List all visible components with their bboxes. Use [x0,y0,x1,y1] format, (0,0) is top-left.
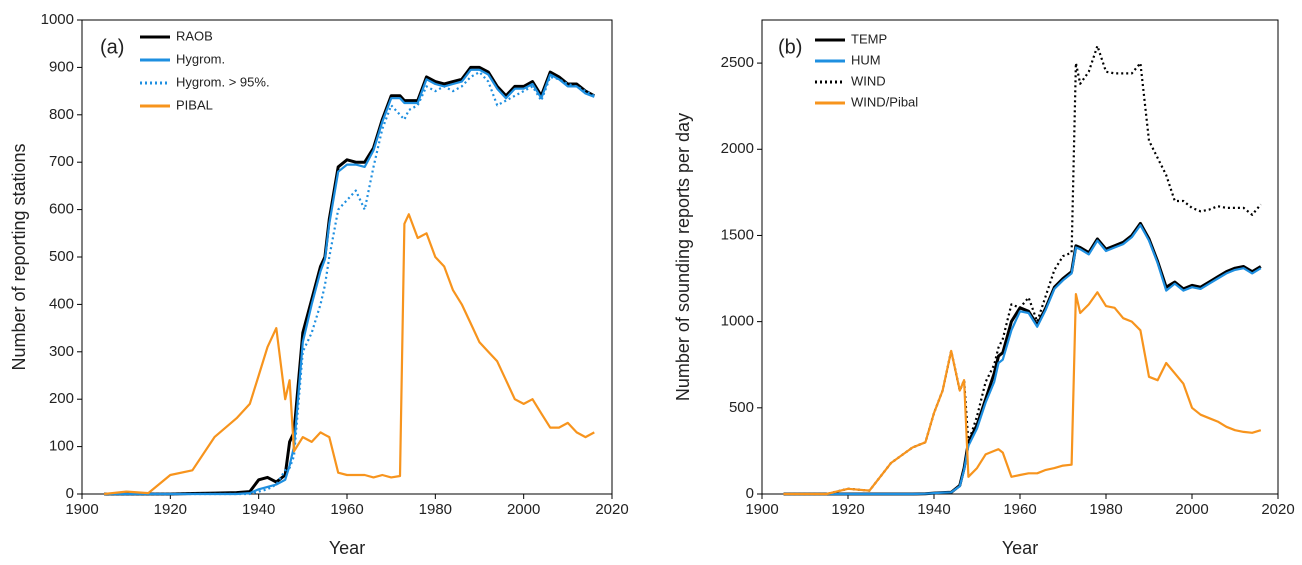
x-tick-label: 1900 [65,501,98,518]
y-tick-label: 2000 [721,140,754,157]
legend-label: WIND [851,73,886,88]
legend-label: Hygrom. > 95%. [176,74,270,89]
series-line [783,44,1262,496]
series-line [783,221,1262,496]
x-axis-label: Year [329,538,365,558]
x-tick-label: 2000 [507,501,540,518]
x-tick-label: 1920 [831,501,864,518]
x-tick-label: 2020 [1261,501,1294,518]
panel-label: (b) [778,36,802,58]
y-tick-label: 0 [746,485,754,502]
series-line [783,224,1262,496]
legend-label: Hygrom. [176,51,225,66]
y-tick-label: 400 [49,295,74,312]
x-tick-label: 1900 [745,501,778,518]
series-line [103,213,595,496]
y-tick-label: 600 [49,201,74,218]
panel-label: (a) [100,36,124,58]
series-line [783,291,1262,496]
series-line [104,65,596,496]
y-tick-label: 800 [49,106,74,123]
legend-label: PIBAL [176,97,213,112]
y-tick-label: 500 [49,248,74,265]
series-line [104,68,595,496]
legend-label: RAOB [176,28,213,43]
x-tick-label: 2000 [1175,501,1208,518]
y-tick-label: 300 [49,343,74,360]
x-tick-label: 1980 [1089,501,1122,518]
y-tick-label: 1000 [721,313,754,330]
x-tick-label: 1980 [419,501,452,518]
x-tick-label: 1960 [330,501,363,518]
legend-label: WIND/Pibal [851,94,918,109]
y-tick-label: 1500 [721,226,754,243]
y-tick-label: 700 [49,153,74,170]
x-tick-label: 1940 [917,501,950,518]
y-tick-label: 900 [49,58,74,75]
y-tick-label: 200 [49,390,74,407]
plot-frame [761,19,1279,495]
series-line [104,71,595,496]
legend-label: TEMP [851,31,887,46]
y-axis-label: Number of reporting stations [9,143,29,370]
y-tick-label: 100 [49,438,74,455]
x-tick-label: 1960 [1003,501,1036,518]
y-tick-label: 0 [66,485,74,502]
x-tick-label: 1920 [154,501,187,518]
x-axis-label: Year [1002,538,1038,558]
plot-frame [81,19,613,495]
y-tick-label: 2500 [721,54,754,71]
y-tick-label: 500 [729,399,754,416]
x-tick-label: 2020 [595,501,628,518]
y-tick-label: 1000 [41,11,74,28]
x-tick-label: 1940 [242,501,275,518]
legend-label: HUM [851,52,881,67]
y-axis-label: Number of sounding reports per day [673,113,693,401]
